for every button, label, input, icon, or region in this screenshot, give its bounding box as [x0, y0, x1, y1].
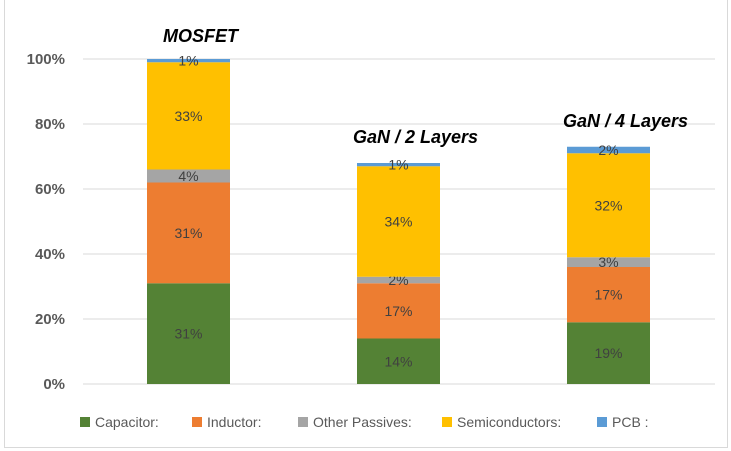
- category-label: GaN / 4 Layers: [563, 111, 688, 131]
- data-label: 4%: [178, 168, 198, 184]
- legend-swatch: [597, 417, 607, 427]
- legend-label: Semiconductors:: [457, 414, 561, 430]
- bar-segment: [357, 276, 440, 284]
- bar-segment: [357, 163, 440, 167]
- data-label: 2%: [598, 142, 618, 158]
- data-label: 3%: [598, 254, 618, 270]
- data-label: 31%: [174, 326, 202, 342]
- bar-segment: [357, 338, 440, 384]
- bar-segment: [147, 169, 230, 183]
- y-tick-label: 80%: [35, 116, 65, 133]
- data-label: 14%: [384, 353, 412, 369]
- bar-segment: [147, 62, 230, 170]
- y-tick-label: 20%: [35, 311, 65, 328]
- legend-swatch: [298, 417, 308, 427]
- legend-label: Capacitor:: [95, 414, 159, 430]
- y-tick-label: 100%: [27, 51, 65, 68]
- y-tick-label: 60%: [35, 181, 65, 198]
- data-label: 1%: [388, 157, 408, 173]
- legend-label: Other Passives:: [313, 414, 412, 430]
- data-label: 1%: [178, 53, 198, 69]
- data-label: 33%: [174, 108, 202, 124]
- bar-segment: [567, 257, 650, 267]
- bar-segment: [357, 283, 440, 339]
- category-label: MOSFET: [163, 26, 240, 46]
- bar-segment: [567, 322, 650, 384]
- bar-segment: [567, 267, 650, 323]
- category-label: GaN / 2 Layers: [353, 127, 478, 147]
- y-tick-label: 40%: [35, 246, 65, 263]
- bar-segment: [147, 283, 230, 384]
- legend-swatch: [192, 417, 202, 427]
- bar-segment: [567, 146, 650, 154]
- data-label: 32%: [594, 197, 622, 213]
- bar-segment: [567, 153, 650, 258]
- chart-frame: [4, 0, 728, 448]
- data-label: 31%: [174, 225, 202, 241]
- data-label: 17%: [594, 287, 622, 303]
- data-label: 19%: [594, 345, 622, 361]
- legend-label: PCB :: [612, 414, 649, 430]
- bar-segment: [357, 166, 440, 277]
- legend-label: Inductor:: [207, 414, 261, 430]
- y-tick-label: 0%: [43, 376, 65, 393]
- legend-swatch: [442, 417, 452, 427]
- bar-segment: [147, 59, 230, 63]
- data-label: 17%: [384, 303, 412, 319]
- legend-swatch: [80, 417, 90, 427]
- data-label: 34%: [384, 214, 412, 230]
- bar-segment: [147, 182, 230, 284]
